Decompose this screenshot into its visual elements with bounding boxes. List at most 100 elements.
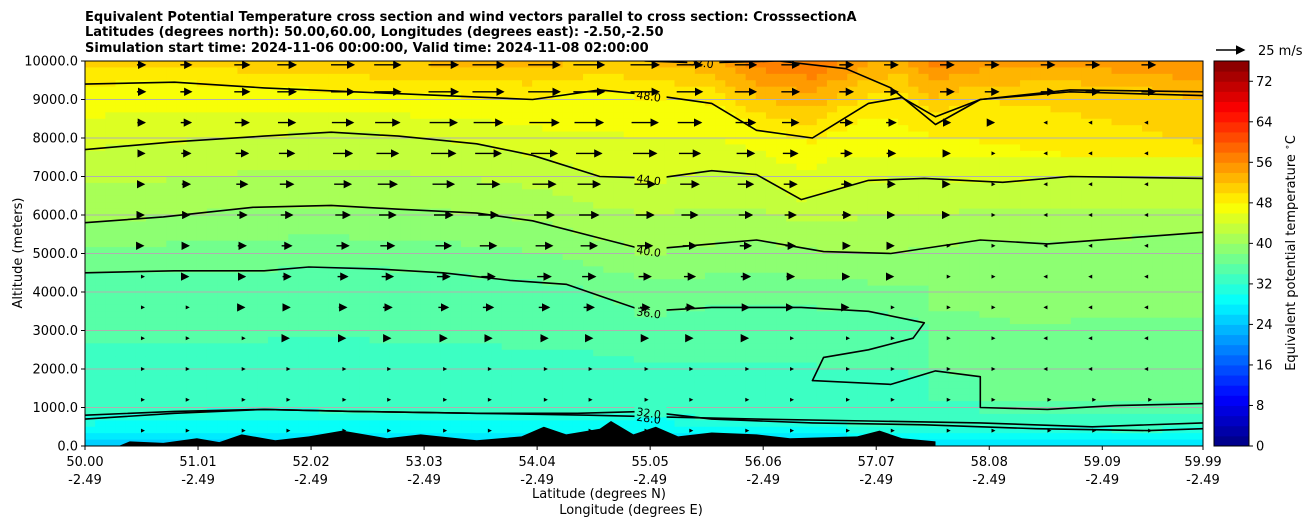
field-cell [308,61,320,69]
field-cell [227,182,239,190]
field-cell [400,343,411,351]
field-cell [562,202,574,210]
field-cell [328,349,340,357]
field-cell [826,93,838,101]
field-cell [186,163,198,171]
field-cell [217,317,228,325]
field-cell [877,182,889,190]
field-cell [552,266,564,274]
field-cell [369,221,381,229]
field-cell [593,369,604,377]
field-cell [440,324,452,332]
field-cell [328,298,340,306]
field-cell [522,99,533,107]
field-cell [135,381,147,389]
field-cell [593,388,604,396]
field-cell [928,99,940,107]
field-cell [156,138,167,146]
field-cell [105,138,117,146]
field-cell [511,234,523,242]
field-cell [410,176,421,184]
field-cell [877,157,889,165]
field-cell [654,272,665,280]
field-cell [898,311,909,319]
field-cell [430,86,442,94]
field-cell [359,304,371,312]
field-cell [837,80,848,88]
field-cell [237,324,249,332]
field-cell [532,93,543,101]
field-cell [644,253,655,261]
field-cell [623,285,635,293]
field-cell [918,259,930,267]
field-cell [186,189,198,197]
field-cell [95,259,106,267]
field-cell [583,279,594,287]
field-cell [826,131,838,139]
field-cell [430,67,442,75]
field-cell [247,394,259,402]
field-cell [725,189,737,197]
field-cell [644,73,655,81]
field-cell [603,394,615,402]
field-cell [664,215,676,223]
field-cell [288,73,300,81]
field-cell [593,99,604,107]
field-cell [806,311,818,319]
field-cell [247,266,259,274]
field-cell [654,195,665,203]
field-cell [867,240,879,248]
field-cell [349,163,361,171]
field-cell [278,144,289,152]
field-cell [765,195,777,203]
field-cell [613,240,625,248]
field-cell [135,336,147,344]
field-cell [755,93,767,101]
field-cell [826,202,838,210]
field-cell [308,93,320,101]
field-cell [410,413,421,421]
field-cell [237,336,249,344]
field-cell [237,247,249,255]
field-cell [837,375,848,383]
chart-title-line-1: Equivalent Potential Temperature cross s… [85,10,857,25]
field-cell [481,317,493,325]
field-cell [440,215,452,223]
field-cell [85,67,96,75]
field-cell [298,413,310,421]
field-cell [918,394,930,402]
field-cell [898,253,909,261]
field-cell [918,221,930,229]
field-cell [125,202,137,210]
field-cell [471,112,482,120]
field-cell [369,99,381,107]
field-cell [572,215,584,223]
field-cell [450,253,462,261]
field-cell [704,125,716,133]
field-cell [867,227,879,235]
field-cell [359,285,371,293]
field-cell [440,86,452,94]
field-cell [247,182,259,190]
field-cell [166,112,178,120]
field-cell [420,426,432,434]
field-cell [816,381,828,389]
field-cell [156,311,167,319]
field-cell [796,131,808,139]
field-cell [542,189,554,197]
field-cell [247,93,259,101]
field-cell [247,311,259,319]
field-cell [318,221,330,229]
field-cell [339,240,350,248]
field-cell [816,330,828,338]
field-cell [694,362,706,370]
field-cell [765,182,777,190]
field-cell [359,266,371,274]
field-cell [166,394,178,402]
field-cell [847,259,859,267]
field-cell [847,163,859,171]
field-cell [227,208,239,216]
field-cell [715,182,726,190]
field-cell [796,138,808,146]
field-cell [339,215,350,223]
